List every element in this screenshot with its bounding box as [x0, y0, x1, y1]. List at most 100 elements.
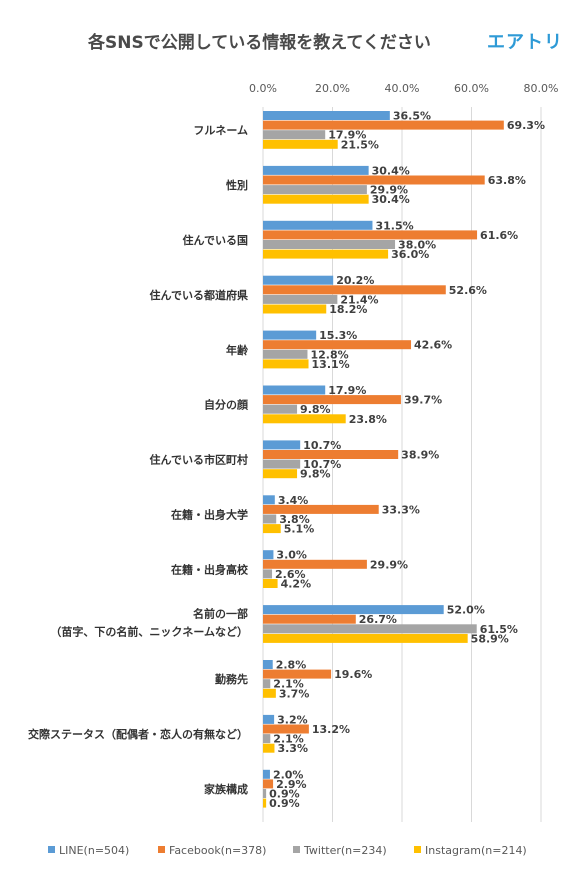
- bar: [263, 798, 267, 808]
- bar: [263, 524, 281, 534]
- chart-title: 各SNSで公開している情報を教えてください: [87, 32, 431, 53]
- data-label: 2.8%: [276, 659, 307, 672]
- data-label: 23.8%: [349, 413, 387, 426]
- bar: [263, 304, 327, 314]
- bar: [263, 514, 277, 524]
- bar: [263, 194, 369, 204]
- bar: [263, 624, 477, 634]
- category-label: 住んでいる市区町村: [150, 453, 248, 467]
- bar: [263, 165, 369, 175]
- bar: [263, 111, 390, 120]
- data-label: 30.4%: [372, 193, 410, 206]
- data-label: 52.0%: [447, 604, 485, 617]
- bar: [263, 120, 504, 130]
- bar: [263, 414, 346, 424]
- data-label: 4.2%: [281, 578, 312, 591]
- data-label: 17.9%: [328, 384, 366, 397]
- bar: [263, 275, 334, 285]
- bar: [263, 743, 275, 753]
- data-label: 2.1%: [273, 733, 304, 746]
- x-tick-label: 80.0%: [524, 82, 559, 95]
- bar: [263, 504, 379, 514]
- bar: [263, 220, 373, 230]
- data-label: 26.7%: [359, 613, 397, 626]
- data-label: 13.1%: [312, 358, 350, 371]
- category-label: 在籍・出身高校: [171, 562, 249, 576]
- bar: [263, 724, 309, 734]
- data-label: 19.6%: [334, 668, 372, 681]
- bar: [263, 734, 271, 744]
- data-label: 52.6%: [449, 284, 487, 297]
- data-label: 63.8%: [488, 174, 526, 187]
- data-label: 39.7%: [404, 394, 442, 407]
- bar: [263, 440, 301, 450]
- bar: [263, 139, 338, 149]
- legend-label: Instagram(n=214): [425, 844, 527, 857]
- bar: [263, 779, 274, 789]
- data-label: 3.3%: [277, 742, 308, 755]
- data-label: 2.9%: [276, 778, 307, 791]
- data-label: 10.7%: [303, 458, 341, 471]
- legend-swatch: [414, 846, 421, 853]
- bar: [263, 249, 389, 259]
- bar: [263, 559, 367, 569]
- bar: [263, 240, 396, 249]
- bar: [263, 569, 273, 579]
- data-label: 0.9%: [269, 797, 300, 810]
- data-label: 61.6%: [480, 229, 518, 242]
- data-label: 21.4%: [340, 293, 378, 306]
- x-tick-label: 20.0%: [315, 82, 350, 95]
- bar: [263, 395, 401, 405]
- x-tick-label: 60.0%: [454, 82, 489, 95]
- bar: [263, 550, 274, 560]
- data-label: 69.3%: [507, 119, 545, 132]
- bar: [263, 469, 298, 479]
- bar: [263, 633, 468, 643]
- bar: [263, 495, 275, 505]
- data-label: 29.9%: [370, 558, 408, 571]
- data-label: 17.9%: [328, 129, 366, 142]
- bar: [263, 679, 271, 689]
- bar: [263, 175, 485, 185]
- data-label: 38.0%: [398, 239, 436, 252]
- data-label: 33.3%: [382, 503, 420, 516]
- category-label: 性別: [226, 178, 248, 192]
- data-label: 20.2%: [336, 274, 374, 287]
- bar: [263, 614, 356, 624]
- category-label: フルネーム: [193, 124, 248, 137]
- bar: [263, 769, 270, 779]
- data-label: 38.9%: [401, 449, 439, 462]
- bar: [263, 359, 309, 369]
- data-label: 3.2%: [277, 713, 308, 726]
- bar: [263, 714, 275, 724]
- category-labels: フルネーム性別住んでいる国住んでいる都道府県年齢自分の顔住んでいる市区町村在籍・…: [28, 124, 249, 796]
- x-tick-label: 40.0%: [385, 82, 420, 95]
- data-label: 3.0%: [276, 549, 307, 562]
- x-axis-ticks: 0.0% 20.0% 40.0% 60.0% 80.0%: [249, 82, 558, 95]
- legend-label: Facebook(n=378): [169, 844, 266, 857]
- data-label: 61.5%: [480, 623, 518, 636]
- data-label: 30.4%: [372, 164, 410, 177]
- data-label: 29.9%: [370, 184, 408, 197]
- bar: [263, 660, 273, 669]
- data-label: 42.6%: [414, 339, 452, 352]
- legend-label: Twitter(n=234): [303, 844, 387, 857]
- data-label: 3.8%: [279, 513, 310, 526]
- data-label: 2.6%: [275, 568, 306, 581]
- bar: [263, 330, 317, 340]
- legend-swatch: [158, 846, 165, 853]
- data-label: 2.1%: [273, 678, 304, 691]
- data-label: 18.2%: [329, 303, 367, 316]
- legend-swatch: [293, 846, 300, 853]
- category-label: 年齢: [226, 343, 249, 357]
- bar: [263, 669, 332, 679]
- bar: [263, 349, 308, 359]
- bar: [263, 185, 367, 195]
- data-label: 58.9%: [471, 632, 509, 645]
- category-label: 家族構成: [204, 782, 248, 796]
- legend: LINE(n=504) Facebook(n=378) Twitter(n=234)…: [48, 844, 527, 857]
- data-label: 3.7%: [279, 687, 310, 700]
- category-label: 住んでいる都道府県: [150, 288, 248, 302]
- bar: [263, 579, 278, 588]
- brand-logo: エアトリ: [487, 32, 563, 53]
